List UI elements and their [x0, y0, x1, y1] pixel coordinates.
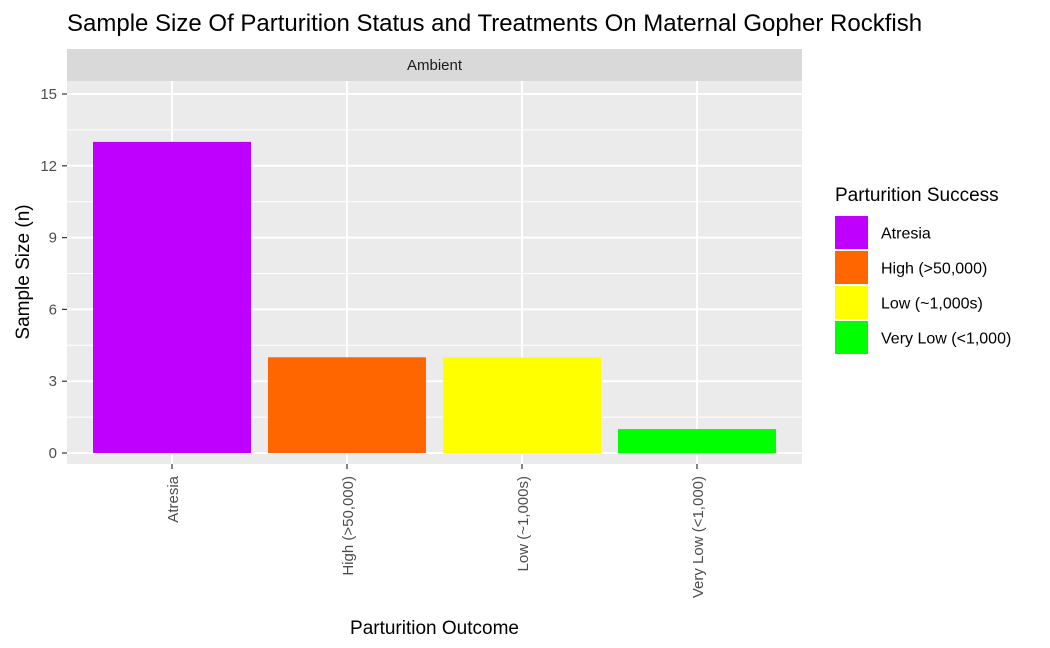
- facet-label: Ambient: [407, 57, 463, 74]
- y-axis-title: Sample Size (n): [13, 204, 34, 339]
- y-tick-label: 3: [49, 373, 57, 390]
- bar: [268, 357, 426, 453]
- y-tick-label: 6: [49, 301, 57, 318]
- legend-key: [835, 286, 868, 319]
- x-tick-label: Low (~1,000s): [515, 476, 532, 571]
- x-axis-title: Parturition Outcome: [350, 618, 519, 639]
- bar: [93, 141, 251, 453]
- bar: [443, 357, 601, 453]
- chart-title: Sample Size Of Parturition Status and Tr…: [67, 10, 922, 37]
- x-axis: Atresia High (>50,000) Low (~1,000s) Very L…: [165, 464, 707, 598]
- legend-key: [835, 321, 868, 354]
- legend-key: [835, 251, 868, 284]
- x-tick-label: Very Low (<1,000): [690, 476, 707, 598]
- bar: [618, 429, 776, 453]
- legend-label: Atresia: [881, 226, 931, 243]
- legend-key: [835, 216, 868, 249]
- facet-strip: [67, 49, 802, 81]
- legend-label: High (>50,000): [881, 261, 987, 278]
- y-tick-label: 0: [49, 445, 57, 462]
- legend: Atresia High (>50,000) Low (~1,000s) Very L…: [835, 216, 1011, 354]
- y-tick-label: 15: [40, 86, 57, 103]
- legend-label: Very Low (<1,000): [881, 331, 1011, 348]
- legend-label: Low (~1,000s): [881, 296, 983, 313]
- y-tick-label: 12: [40, 158, 57, 175]
- legend-title: Parturition Success: [835, 185, 999, 206]
- bars: [93, 141, 776, 453]
- y-axis: 0 3 6 9 12 15: [40, 86, 67, 462]
- y-tick-label: 9: [49, 230, 57, 247]
- x-tick-label: High (>50,000): [340, 476, 357, 576]
- x-tick-label: Atresia: [165, 475, 182, 522]
